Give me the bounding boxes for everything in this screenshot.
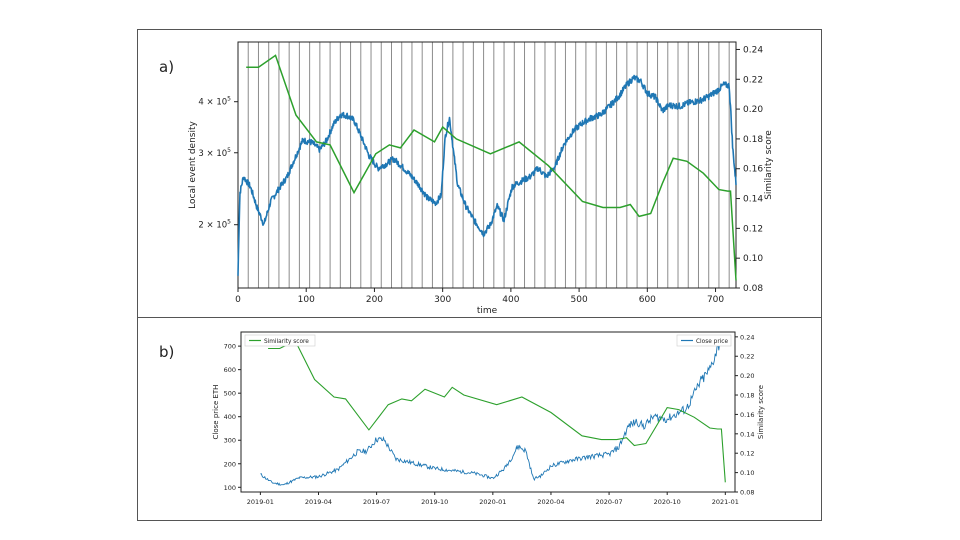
y-right-tick-label-a: 0.08 <box>743 284 763 294</box>
y-right-tick-label-a: 0.12 <box>743 224 763 234</box>
x-tick-label-a: 400 <box>502 295 519 305</box>
x-tick-label-b: 2019-04 <box>305 498 332 506</box>
x-axis-label-a: time <box>477 306 498 316</box>
y-left-tick-label-b: 300 <box>224 437 236 445</box>
plot-frame-a <box>237 41 737 289</box>
x-tick-label-b: 2021-01 <box>712 498 739 506</box>
x-tick-label-a: 700 <box>707 295 724 305</box>
x-tick-label-a: 300 <box>434 295 451 305</box>
series-similarity-score-b <box>268 339 726 483</box>
y-right-tick-label-a: 0.20 <box>743 105 763 115</box>
y-left-tick-label-b: 200 <box>224 460 236 468</box>
y-right-tick-label-a: 0.24 <box>743 45 763 55</box>
y-left-tick-label-a: 4 × 105 <box>198 96 231 108</box>
x-tick-label-b: 2020-04 <box>537 498 564 506</box>
y-right-axis-label-b: Similarity score <box>757 385 765 439</box>
legend-left-label: Similarity score <box>264 339 309 345</box>
x-tick-label-b: 2020-01 <box>479 498 506 506</box>
y-right-tick-label-b: 0.22 <box>740 353 754 361</box>
y-right-tick-label-b: 0.24 <box>740 333 754 341</box>
y-right-tick-label-a: 0.14 <box>743 195 763 205</box>
series-local-event-density <box>237 74 737 276</box>
panel-a: a) 0 100 200 300 400 500 600 700 time 2 × 105 3 × … <box>137 29 822 318</box>
x-tick-label-a: 100 <box>298 295 315 305</box>
y-right-tick-label-b: 0.12 <box>740 450 754 458</box>
x-tick-label-b: 2019-07 <box>363 498 390 506</box>
y-right-tick-label-a: 0.10 <box>743 254 763 264</box>
y-left-tick-label-b: 600 <box>224 366 236 374</box>
y-left-tick-label-b: 400 <box>224 413 236 421</box>
panel-a-label: a) <box>159 58 175 76</box>
x-tick-label-a: 0 <box>235 295 241 305</box>
x-tick-label-b: 2019-10 <box>421 498 448 506</box>
chart-b: 2019-01 2019-04 2019-07 2019-10 2020-01 2020-… <box>212 331 765 506</box>
y-right-tick-label-b: 0.14 <box>740 430 754 438</box>
panel-b-label: b) <box>159 343 175 361</box>
x-tick-label-a: 500 <box>571 295 588 305</box>
y-left-axis-label-a: Local event density <box>188 120 198 208</box>
y-left-tick-label-a: 2 × 105 <box>198 219 231 231</box>
series-similarity-score-a <box>246 54 737 281</box>
legend-left-box <box>244 334 316 347</box>
y-left-tick-label-b: 500 <box>224 390 236 398</box>
y-right-axis-label-a: Similarity score <box>764 130 774 200</box>
y-right-tick-label-b: 0.08 <box>740 489 754 497</box>
plot-frame-b <box>240 331 736 493</box>
y-right-tick-label-a: 0.16 <box>743 165 763 175</box>
y-right-tick-label-b: 0.10 <box>740 469 754 477</box>
panel-b: b) 2019-01 2019-04 2019-07 2019-10 2020-01 20… <box>137 317 822 521</box>
y-right-tick-label-a: 0.18 <box>743 135 763 145</box>
y-right-tick-label-b: 0.18 <box>740 392 754 400</box>
legend-right-box <box>676 334 732 347</box>
x-tick-label-b: 2019-01 <box>247 498 274 506</box>
legend-right-label: Close price <box>696 339 728 345</box>
x-tick-label-b: 2020-07 <box>595 498 622 506</box>
y-right-tick-label-a: 0.22 <box>743 75 763 85</box>
y-right-tick-label-b: 0.16 <box>740 411 754 419</box>
y-left-tick-label-a: 3 × 105 <box>198 147 231 159</box>
series-close-price <box>260 336 722 486</box>
y-left-tick-label-b: 100 <box>224 484 236 492</box>
chart-a: 0 100 200 300 400 500 600 700 time 2 × 105 3 × 105… <box>188 41 774 316</box>
x-tick-label-a: 200 <box>366 295 383 305</box>
x-tick-label-b: 2020-10 <box>654 498 681 506</box>
y-left-tick-label-b: 700 <box>224 343 236 351</box>
y-left-axis-label-b: Close price ETH <box>212 385 220 440</box>
y-right-tick-label-b: 0.20 <box>740 372 754 380</box>
x-tick-label-a: 600 <box>639 295 656 305</box>
